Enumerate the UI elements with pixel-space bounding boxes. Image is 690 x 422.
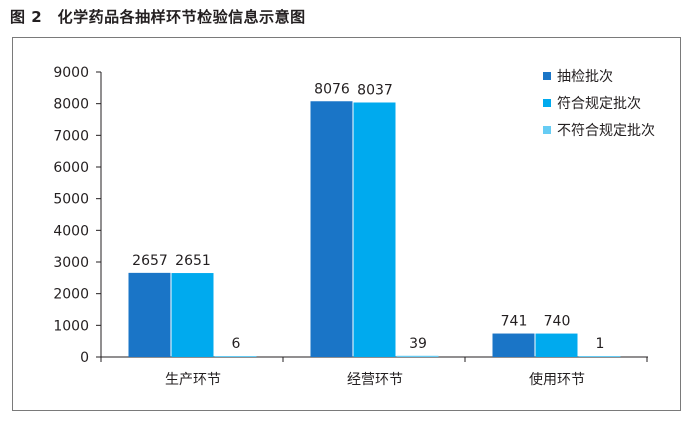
chart-frame bbox=[12, 37, 681, 411]
bar-3 bbox=[396, 355, 439, 357]
legend-label: 符合规定批次 bbox=[557, 96, 641, 112]
data-label: 39 bbox=[409, 336, 427, 352]
bar-1 bbox=[492, 333, 535, 357]
bar-1 bbox=[128, 272, 171, 357]
data-label: 2651 bbox=[175, 253, 211, 269]
legend-swatch bbox=[543, 99, 551, 107]
y-tick-label: 2000 bbox=[53, 287, 89, 303]
y-tick-label: 5000 bbox=[53, 192, 89, 208]
legend-label: 不符合规定批次 bbox=[557, 123, 655, 139]
y-tick-label: 1000 bbox=[53, 318, 89, 334]
legend-swatch bbox=[543, 72, 551, 80]
bar-2 bbox=[171, 273, 214, 357]
bar-3 bbox=[214, 356, 257, 357]
x-category-label: 经营环节 bbox=[347, 372, 403, 388]
bar-2 bbox=[535, 333, 578, 357]
bar-2 bbox=[353, 102, 396, 358]
y-tick-label: 7000 bbox=[53, 128, 89, 144]
bar-3 bbox=[578, 356, 621, 357]
y-tick-label: 6000 bbox=[53, 160, 89, 176]
data-label: 6 bbox=[232, 336, 241, 352]
y-tick-label: 3000 bbox=[53, 255, 89, 271]
data-label: 1 bbox=[596, 336, 605, 352]
data-label: 8037 bbox=[357, 82, 393, 98]
y-tick-label: 9000 bbox=[53, 65, 89, 81]
y-tick-label: 8000 bbox=[53, 97, 89, 113]
data-label: 2657 bbox=[132, 253, 168, 269]
figure-title: 图 2 化学药品各抽样环节检验信息示意图 bbox=[10, 8, 306, 26]
bar-1 bbox=[310, 101, 353, 357]
data-label: 740 bbox=[544, 314, 571, 330]
y-tick-label: 4000 bbox=[53, 223, 89, 239]
data-label: 741 bbox=[501, 314, 528, 330]
legend-swatch bbox=[543, 126, 551, 134]
x-category-label: 生产环节 bbox=[165, 372, 221, 388]
y-tick-label: 0 bbox=[80, 350, 89, 366]
legend-label: 抽检批次 bbox=[557, 69, 613, 85]
data-label: 8076 bbox=[314, 81, 350, 97]
x-category-label: 使用环节 bbox=[529, 371, 585, 388]
